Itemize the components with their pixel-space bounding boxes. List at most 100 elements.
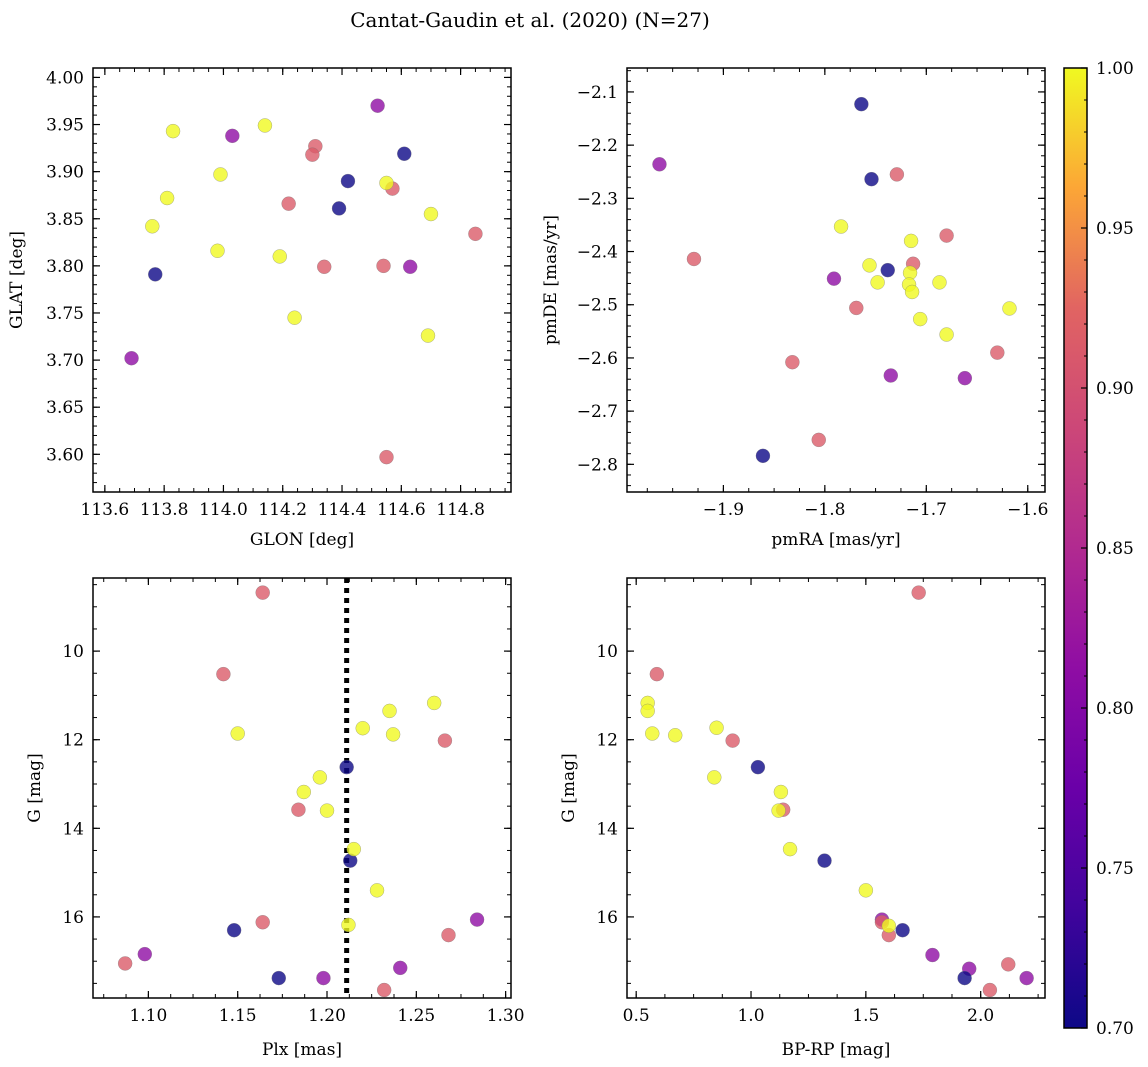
- scatter-point: [437, 733, 453, 748]
- scatter-point: [817, 853, 832, 868]
- panel-cmd-points: [640, 585, 1034, 998]
- y-tick-label: 3.85: [46, 210, 84, 230]
- scatter-point: [833, 219, 849, 234]
- scatter-point: [826, 271, 842, 286]
- scatter-point: [755, 448, 771, 464]
- scatter-point: [441, 927, 456, 943]
- scatter-point: [862, 258, 877, 273]
- panel-pm-ticks: −1.9 −1.8 −1.7 −1.6 −2.1 −2.2 −2.3 −2.4 −2.5 −2.6…: [577, 68, 1048, 520]
- scatter-point: [376, 982, 392, 998]
- scatter-point: [782, 841, 798, 857]
- scatter-point: [148, 267, 163, 282]
- y-tick-label: 3.65: [46, 398, 84, 418]
- panel-glon-glat-ylabel: GLAT [deg]: [7, 231, 27, 329]
- scatter-point: [379, 449, 394, 465]
- x-tick-label: 113.8: [140, 500, 189, 520]
- scatter-point: [773, 784, 789, 800]
- x-tick-label: 113.6: [81, 500, 130, 520]
- panel-pm-frame: [626, 67, 1046, 493]
- scatter-point: [213, 167, 228, 182]
- scatter-point: [939, 327, 954, 342]
- scatter-point: [376, 258, 391, 274]
- scatter-point: [210, 243, 225, 259]
- scatter-point: [854, 96, 869, 112]
- y-tick-label: 14: [596, 819, 618, 839]
- colorbar-tick-label: 0.95: [1096, 219, 1134, 239]
- x-tick-label: 114.8: [436, 500, 485, 520]
- scatter-point: [640, 703, 655, 719]
- scatter-point: [426, 695, 442, 711]
- scatter-point: [420, 328, 436, 343]
- scatter-point: [305, 147, 320, 162]
- y-tick-label: 12: [62, 731, 84, 751]
- y-tick-label: 16: [62, 908, 84, 928]
- scatter-point: [889, 167, 905, 182]
- x-tick-label: 1.25: [397, 1006, 435, 1026]
- scatter-point: [849, 300, 864, 316]
- panel-plx-g-ylabel: G [mag]: [25, 753, 45, 822]
- scatter-point: [895, 922, 910, 938]
- y-tick-label: −2.1: [577, 83, 618, 103]
- scatter-point: [319, 803, 335, 818]
- scatter-point: [255, 585, 270, 600]
- panel-glon-glat: 113.6 113.8 114.0 114.2 114.4 114.6 114.8 3.60 3…: [7, 67, 512, 550]
- colorbar-tick-label: 0.85: [1096, 539, 1134, 559]
- x-tick-label: 1.20: [308, 1006, 346, 1026]
- panel-plx-g-ticks: 1.10 1.15 1.20 1.25 1.30 10 12 14 16: [62, 578, 525, 1026]
- scatter-point: [990, 345, 1005, 360]
- x-tick-label: −1.8: [804, 500, 845, 520]
- colorbar-tick-label: 0.75: [1096, 859, 1134, 879]
- scatter-point: [1019, 970, 1034, 986]
- y-tick-label: −2.7: [577, 402, 618, 422]
- x-tick-label: 114.0: [199, 500, 248, 520]
- y-tick-label: −2.4: [577, 243, 618, 263]
- panel-glon-glat-points: [124, 98, 483, 465]
- colorbar-ticks: 0.70 0.75 0.80 0.85 0.90 0.95 1.00: [1081, 59, 1134, 1039]
- figure-title: Cantat-Gaudin et al. (2020) (N=27): [350, 8, 710, 32]
- x-tick-label: 1.30: [487, 1006, 525, 1026]
- scatter-point: [469, 912, 485, 927]
- scatter-point: [750, 759, 766, 775]
- x-tick-label: 1.5: [852, 1006, 879, 1026]
- scatter-point: [255, 914, 270, 930]
- panel-glon-glat-xlabel: GLON [deg]: [250, 530, 354, 550]
- scatter-point: [864, 171, 879, 187]
- x-tick-label: 114.6: [377, 500, 426, 520]
- scatter-point: [355, 720, 370, 736]
- scatter-point: [904, 284, 920, 300]
- x-tick-label: 1.15: [219, 1006, 257, 1026]
- scatter-point: [652, 157, 667, 172]
- scatter-point: [312, 770, 328, 785]
- scatter-point: [957, 970, 972, 986]
- y-tick-label: 16: [596, 908, 618, 928]
- scatter-point: [912, 311, 928, 327]
- scatter-point: [257, 118, 273, 133]
- scatter-point: [468, 226, 483, 242]
- y-tick-label: 10: [596, 642, 618, 662]
- panel-cmd-ticks: 0.5 1.0 1.5 2.0 10 12 14 16: [596, 578, 1045, 1026]
- panel-plx-g: 1.10 1.15 1.20 1.25 1.30 10 12 14 16 Plx [mas] G…: [25, 577, 525, 1060]
- panel-glon-glat-frame: [92, 67, 512, 493]
- scatter-point: [881, 918, 897, 934]
- colorbar-tick-label: 0.70: [1096, 1019, 1134, 1039]
- panel-pm-ylabel: pmDE [mas/yr]: [541, 215, 561, 345]
- x-tick-label: 1.0: [737, 1006, 764, 1026]
- y-tick-label: 14: [62, 819, 84, 839]
- scatter-point: [296, 784, 312, 800]
- y-tick-label: −2.6: [577, 349, 618, 369]
- scatter-point: [725, 733, 740, 748]
- scatter-point: [226, 922, 242, 938]
- scatter-point: [911, 585, 926, 600]
- scatter-point: [339, 759, 354, 775]
- x-tick-label: −1.6: [1007, 500, 1048, 520]
- x-tick-label: 0.5: [623, 1006, 650, 1026]
- colorbar: 0.70 0.75 0.80 0.85 0.90 0.95 1.00: [1063, 59, 1134, 1039]
- panel-plx-g-xlabel: Plx [mas]: [262, 1040, 342, 1060]
- scatter-point: [230, 726, 245, 741]
- panel-cmd-xlabel: BP-RP [mag]: [782, 1040, 891, 1060]
- panel-cmd-ylabel: G [mag]: [559, 753, 579, 822]
- x-tick-label: −1.9: [703, 500, 744, 520]
- scatter-point: [291, 802, 306, 817]
- scatter-point: [341, 917, 356, 933]
- scatter-point: [858, 883, 874, 898]
